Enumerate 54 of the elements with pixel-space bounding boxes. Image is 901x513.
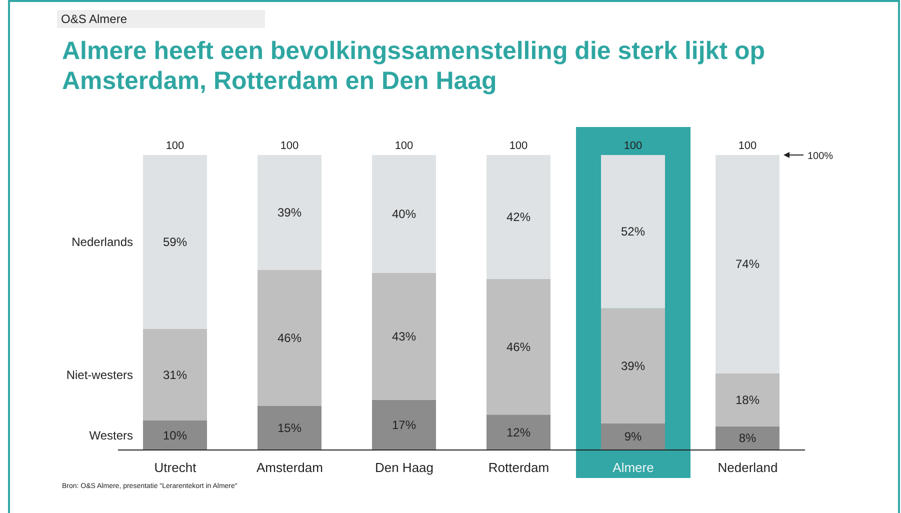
- data-label: 12%: [506, 425, 531, 440]
- bar: [372, 155, 436, 273]
- data-label: 46%: [506, 340, 531, 354]
- total-label: 100: [166, 140, 184, 152]
- bar: [258, 270, 322, 406]
- data-label: 39%: [620, 358, 646, 373]
- data-label: 39%: [277, 206, 302, 220]
- bar: [258, 155, 322, 270]
- x-tick-label: Rotterdam: [488, 460, 550, 475]
- total-label: 100: [624, 140, 642, 152]
- x-tick-label: Nederland: [718, 460, 778, 475]
- bar: [258, 406, 322, 450]
- bar: [486, 278, 550, 415]
- bar: [716, 155, 780, 374]
- total-label: 100: [738, 140, 757, 152]
- data-label: 43%: [392, 329, 416, 344]
- bar: [372, 273, 436, 400]
- data-label: 17%: [392, 418, 416, 432]
- bar: [716, 373, 780, 426]
- total-label: 100: [394, 140, 414, 152]
- series-label: Niet-westers: [66, 368, 133, 382]
- chart-subtitle: O&S Almere: [57, 10, 265, 28]
- bar: [143, 420, 207, 450]
- data-label: 15%: [277, 420, 302, 435]
- data-label: 52%: [620, 224, 646, 239]
- data-label: 42%: [506, 210, 531, 224]
- bar: [143, 329, 207, 420]
- data-label: 40%: [392, 207, 416, 221]
- bar: [716, 426, 780, 450]
- bar: [372, 400, 436, 450]
- bar: [486, 414, 550, 450]
- bar: [601, 308, 665, 424]
- total-label: 100: [509, 140, 528, 152]
- x-tick-label: Utrecht: [154, 460, 197, 475]
- data-label: 74%: [735, 257, 760, 272]
- bar: [143, 155, 207, 330]
- x-tick-label: Amsterdam: [256, 460, 323, 475]
- data-label: 8%: [738, 431, 756, 446]
- series-label: Nederlands: [72, 235, 133, 250]
- data-label: 9%: [624, 430, 642, 444]
- data-label: 59%: [162, 235, 188, 250]
- bar: [601, 423, 665, 450]
- data-label: 46%: [277, 330, 302, 345]
- x-tick-label: Almere: [612, 460, 654, 475]
- bar: [486, 155, 550, 279]
- data-label: 18%: [735, 392, 760, 407]
- text: 100%: [808, 151, 834, 162]
- total-label: 100: [280, 140, 299, 152]
- bar: [601, 155, 665, 308]
- x-tick-label: Den Haag: [374, 460, 434, 475]
- series-label: Westers: [89, 428, 133, 442]
- data-label: 31%: [162, 368, 188, 382]
- chart-title: Almere heeft een bevolkingssamenstelling die sterk lijkt op Amsterdam, Rotterdam en Den Haag: [62, 36, 766, 96]
- data-label: 10%: [162, 428, 188, 442]
